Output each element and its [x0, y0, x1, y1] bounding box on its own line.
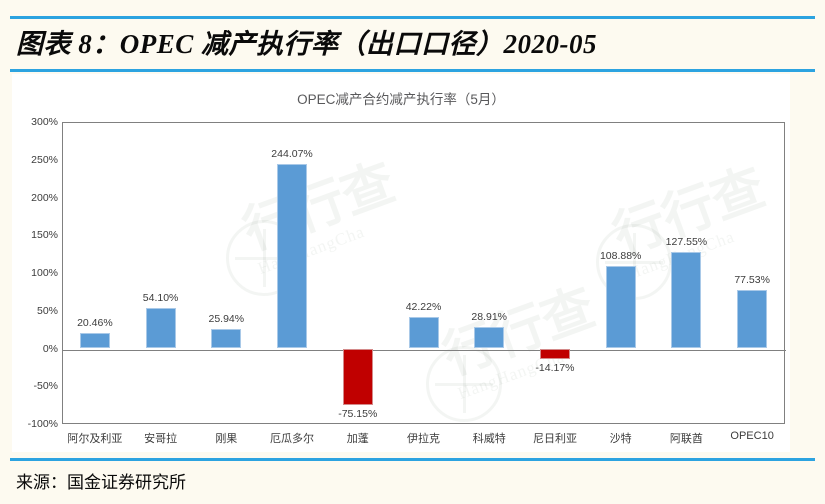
bar-value-label: 77.53%	[734, 273, 770, 286]
x-axis-tick-label: OPEC10	[730, 430, 774, 442]
bar-value-label: 20.46%	[77, 317, 113, 330]
x-axis-tick-label: 加蓬	[346, 433, 369, 445]
bar-加蓬[interactable]	[342, 348, 373, 406]
y-axis-tick-label: -100%	[27, 418, 58, 430]
bar-尼日利亚[interactable]	[539, 348, 570, 360]
x-axis-tick-label: 阿联酋	[669, 433, 703, 445]
bar-value-label: 127.55%	[665, 236, 708, 249]
bar-value-label: 108.88%	[599, 250, 642, 263]
bars-layer: 20.46% 54.10% 25.94% 244.07% -75.15% 42.22% 28…	[62, 122, 785, 424]
bar-value-label: 244.07%	[271, 148, 313, 161]
bar-value-label: 28.91%	[471, 310, 508, 323]
bar-阿联酋[interactable]	[671, 252, 702, 349]
x-axis-tick-label: 科威特	[472, 433, 506, 445]
bar-value-label: -75.15%	[338, 408, 378, 421]
chart-title: OPEC减产合约减产执行率（5月）	[297, 92, 505, 107]
plot-area	[62, 122, 786, 424]
figure-header: 图表 8：OPEC 减产执行率（出口口径）2020-05	[0, 0, 825, 72]
footer-rule	[10, 458, 815, 461]
header-bottom-rule	[10, 69, 815, 72]
x-axis-tick-label: 沙特	[609, 433, 632, 445]
figure-footer: 来源：国金证券研究所	[0, 452, 825, 504]
x-axis: 阿尔及利亚 安哥拉 刚果 厄瓜多尔 加蓬 伊拉克 科威特 尼日利亚 沙特 阿联酋 OPEC10	[62, 430, 785, 452]
x-axis-tick-label: 阿尔及利亚	[67, 433, 123, 445]
bar-value-label: 42.22%	[405, 300, 442, 313]
header-top-rule	[10, 16, 815, 19]
bar-伊拉克[interactable]	[408, 316, 439, 349]
zero-baseline	[63, 349, 786, 352]
y-axis-tick-label: 250%	[31, 153, 58, 166]
y-axis-tick-label: 100%	[31, 267, 58, 279]
y-axis: 300% 250% 200% 150% 100% 50% 0% -50% -100%	[12, 116, 58, 430]
source-note: 来源：国金证券研究所	[16, 473, 186, 492]
bar-OPEC10[interactable]	[737, 289, 768, 349]
y-axis-tick-label: 300%	[31, 116, 58, 128]
bar-科威特[interactable]	[474, 326, 505, 349]
y-axis-tick-label: 50%	[36, 304, 58, 317]
bar-沙特[interactable]	[605, 266, 636, 349]
x-axis-tick-label: 安哥拉	[144, 433, 178, 445]
figure-title: 图表 8：OPEC 减产执行率（出口口径）2020-05	[16, 29, 597, 59]
y-axis-tick-label: -50%	[33, 380, 58, 393]
x-axis-tick-label: 刚果	[215, 433, 238, 445]
x-axis-tick-label: 厄瓜多尔	[270, 433, 315, 445]
y-axis-tick-label: 150%	[31, 229, 58, 242]
bar-安哥拉[interactable]	[145, 307, 176, 349]
bar-value-label: 54.10%	[142, 291, 179, 304]
bar-阿尔及利亚[interactable]	[79, 333, 110, 349]
x-axis-tick-label: 尼日利亚	[532, 433, 577, 445]
x-axis-tick-label: 伊拉克	[407, 433, 440, 445]
y-axis-tick-label: 200%	[31, 191, 58, 204]
bar-value-label: 25.94%	[208, 312, 245, 325]
chart-canvas: OPEC减产合约减产执行率（5月） 行行查 HangHangCha 行行查 Ha…	[12, 74, 790, 452]
bar-value-label: -14.17%	[535, 362, 575, 375]
y-axis-tick-label: 0%	[42, 342, 58, 355]
bar-厄瓜多尔[interactable]	[277, 164, 308, 349]
bar-刚果[interactable]	[211, 328, 242, 349]
